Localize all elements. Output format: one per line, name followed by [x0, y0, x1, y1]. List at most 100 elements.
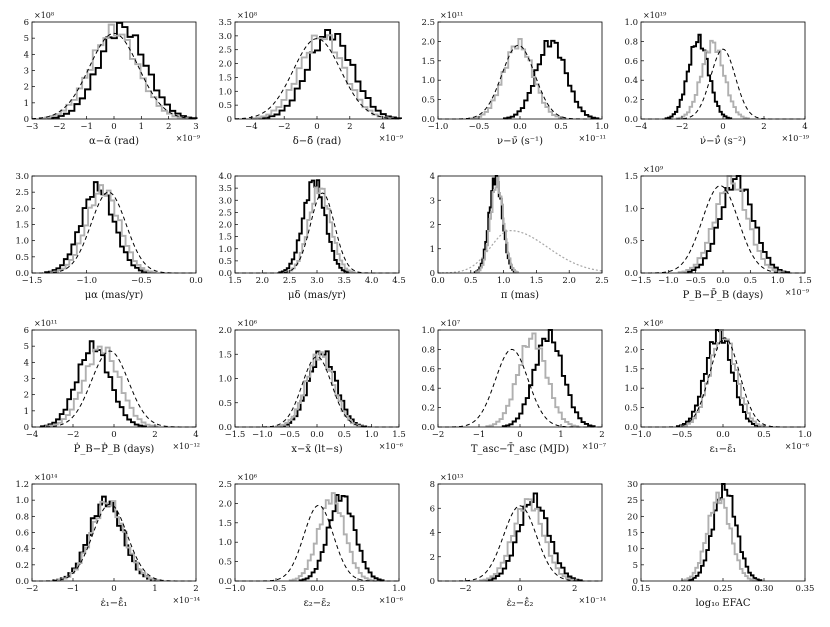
p10-series-solid-black	[277, 350, 368, 428]
p14-xtick-label: −0.5	[266, 584, 287, 594]
p6-x-axis-label: μδ (mas/yr)	[288, 290, 346, 301]
p5-x-axis-label: μα (mas/yr)	[85, 290, 144, 301]
panel-p12: −1.0 −0.5 0.0 0.5 1.0 0.0 0.5 1.0 1.5 2.0 2.5 ×10⁶ ×…	[624, 319, 811, 455]
p5-series-solid-gray	[49, 184, 157, 274]
p14-ytick-label: 0.5	[218, 558, 232, 568]
p5-ytick-label: 1.5	[15, 221, 29, 231]
p15-xtick-label: 2	[572, 584, 577, 594]
p14-series-dashed-black	[235, 504, 399, 582]
panel-p2: −4 −2 0 2 4 0 0.5 1.0 1.5 2.0 2.5 3.0 3.5 ×10⁸ ×10⁻⁹ δ−…	[218, 11, 403, 147]
p4-xtick-label: −4	[635, 122, 648, 132]
p16-xtick-label: 0.30	[755, 584, 774, 594]
p7-series-dotted-gray	[437, 229, 603, 274]
p2-ytick-label: 0.5	[218, 101, 232, 111]
p16-xtick-label: 0.20	[673, 584, 692, 594]
p5-ytick-label: 1.0	[15, 237, 29, 247]
p6-xtick-label: 2.0	[256, 276, 270, 286]
p13-ytick-label: 0.0	[15, 577, 29, 587]
p12-xtick-label: 0.0	[716, 430, 730, 440]
p12-series-solid-black	[675, 329, 762, 428]
p8-ytick-label: 1.0	[624, 204, 638, 214]
panel-p10: −1.5 −1.0 −0.5 0.0 0.5 1.0 1.5 0.0 0.5 1.0 1.5 2.0 ×…	[218, 319, 405, 455]
p8-xtick-label: 1.5	[798, 276, 812, 286]
p12-axes-frame	[640, 329, 806, 428]
p13-ytick-label: 0.8	[15, 512, 29, 522]
p15-xtick-label: 0	[517, 584, 522, 594]
p3-ytick-label: 2.0	[421, 37, 435, 47]
p13-axes-frame	[31, 483, 197, 582]
p7-xtick-label: 1.5	[530, 276, 544, 286]
p12-ytick-label: 2.0	[624, 345, 638, 355]
p2-ytick-label: 0	[227, 115, 232, 125]
p10-ytick-label: 0.5	[218, 399, 232, 409]
p1-ytick-label: 6	[24, 18, 29, 28]
p6-ytick-label: 2.0	[218, 221, 232, 231]
p3-ytick-label: 2.5	[421, 18, 435, 28]
p2-x-axis-label: δ−δ̄ (rad)	[293, 136, 342, 147]
p16-ytick-label: 15	[627, 529, 638, 539]
panel-p8: −1.5 −1.0 −0.5 0.0 0.5 1.0 1.5 0.0 0.5 1.0 1.5 ×10⁹…	[624, 165, 811, 301]
p1-xtick-label: 2	[166, 122, 171, 132]
p4-xtick-label: 2	[761, 122, 766, 132]
p3-series-solid-gray	[470, 37, 567, 120]
p1-xtick-label: 0	[111, 122, 116, 132]
p3-xtick-label: −1.0	[428, 122, 449, 132]
p6-series-solid-gray	[283, 186, 356, 274]
p12-series-solid-gray	[680, 329, 766, 428]
p3-xtick-label: −0.5	[469, 122, 490, 132]
p5-xtick-label: −0.5	[131, 276, 152, 286]
p5-ytick-label: 0.0	[15, 269, 29, 279]
p14-ytick-label: 2.0	[218, 499, 232, 509]
p9-xtick-label: 2	[152, 430, 157, 440]
p8-ytick-label: 0.0	[624, 269, 638, 279]
p12-ytick-label: 1.0	[624, 384, 638, 394]
p2-ytick-label: 1.0	[218, 87, 232, 97]
p16-ytick-label: 10	[627, 545, 638, 555]
p11-ytick-label: 0.8	[421, 345, 435, 355]
p2-x-multiplier: ×10⁻⁹	[379, 134, 404, 143]
p4-series-solid-black	[664, 33, 733, 120]
p10-ytick-label: 2.0	[218, 326, 232, 336]
p3-series-solid-black	[502, 39, 600, 120]
p11-x-multiplier: ×10⁻⁷	[582, 442, 606, 451]
p12-x-axis-label: ε₁−ε̄₁	[710, 444, 737, 455]
p15-x-axis-label: ε̇₂−ε̄̇₂	[507, 597, 534, 609]
p16-ytick-label: 30	[627, 480, 638, 490]
p7-ytick-label: 1	[430, 245, 435, 255]
p6-ytick-label: 1.5	[218, 233, 232, 243]
p6-ytick-label: 2.5	[218, 208, 232, 218]
panel-p14: −1.0 −0.5 0.0 0.5 1.0 0.0 0.5 1.0 1.5 2.0 2.5 ×10⁶ ×…	[218, 473, 405, 609]
p2-ytick-label: 2.0	[218, 60, 232, 70]
p5-axes-frame	[31, 175, 197, 274]
p16-ytick-label: 5	[633, 561, 638, 571]
p5-xtick-label: −1.0	[76, 276, 97, 286]
p12-y-multiplier: ×10⁶	[643, 319, 663, 328]
p3-ytick-label: 0.5	[421, 96, 435, 106]
p15-ytick-label: 8	[430, 480, 435, 490]
p1-series-dashed-black	[31, 32, 197, 120]
p4-ytick-label: 0.2	[624, 96, 638, 106]
p14-xtick-label: 0.5	[351, 584, 365, 594]
p1-ytick-label: 2	[24, 83, 29, 93]
p8-series-solid-black	[683, 175, 791, 274]
p1-ytick-label: 3	[24, 67, 29, 77]
p2-ytick-label: 2.5	[218, 46, 232, 56]
p11-y-multiplier: ×10⁷	[440, 319, 460, 328]
p1-xtick-label: −2	[53, 122, 66, 132]
p9-ytick-label: 2	[24, 391, 29, 401]
p4-xtick-label: −2	[676, 122, 689, 132]
p4-xtick-label: 0	[720, 122, 725, 132]
p9-xtick-label: 4	[193, 430, 198, 440]
p6-ytick-label: 0.0	[218, 269, 232, 279]
p16-ytick-label: 20	[627, 512, 638, 522]
p12-xtick-label: 0.5	[757, 430, 771, 440]
p6-xtick-label: 3.0	[310, 276, 324, 286]
p5-ytick-label: 3.0	[15, 172, 29, 182]
p2-xtick-label: −4	[245, 122, 258, 132]
p4-series-solid-gray	[675, 39, 750, 120]
p1-x-multiplier: ×10⁻⁹	[176, 134, 201, 143]
p11-series-solid-black	[501, 329, 596, 428]
panel-p9: −4 −2 0 2 4 0 1 2 3 4 5 6 ×10¹¹ ×10⁻¹² Ṗ_B−Ṗ̄_B (days)	[24, 319, 200, 455]
p3-x-axis-label: ν−ν̄ (s⁻¹)	[497, 136, 543, 147]
